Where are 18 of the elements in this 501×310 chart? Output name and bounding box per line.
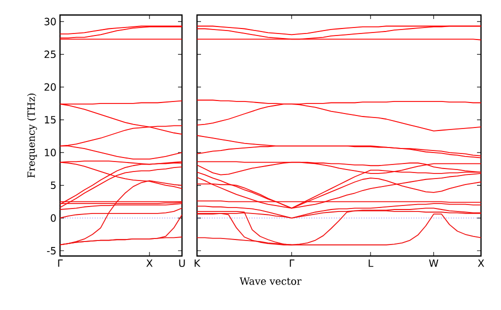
x-tick-label: Γ	[290, 260, 294, 267]
x-tick-label: X	[478, 260, 484, 267]
x-tick-label: X	[146, 260, 153, 267]
x-tick-label: U	[179, 260, 185, 267]
y-axis-title: Frequency (THz)	[27, 94, 37, 178]
y-tick-label: -5	[47, 247, 56, 254]
x-tick-label: K	[194, 260, 200, 267]
y-tick-label: 20	[44, 83, 56, 91]
y-tick-label: 5	[50, 182, 56, 189]
x-tick-label: W	[429, 260, 438, 267]
y-tick-label: 15	[44, 116, 56, 124]
x-axis-title: Wave vector	[240, 277, 302, 285]
y-tick-label: 0	[50, 214, 56, 222]
y-tick-label: 10	[44, 148, 56, 156]
x-tick-label: Γ	[58, 260, 63, 267]
y-tick-label: 30	[44, 18, 56, 26]
x-tick-label: L	[368, 260, 374, 267]
y-tick-label: 25	[44, 50, 56, 58]
